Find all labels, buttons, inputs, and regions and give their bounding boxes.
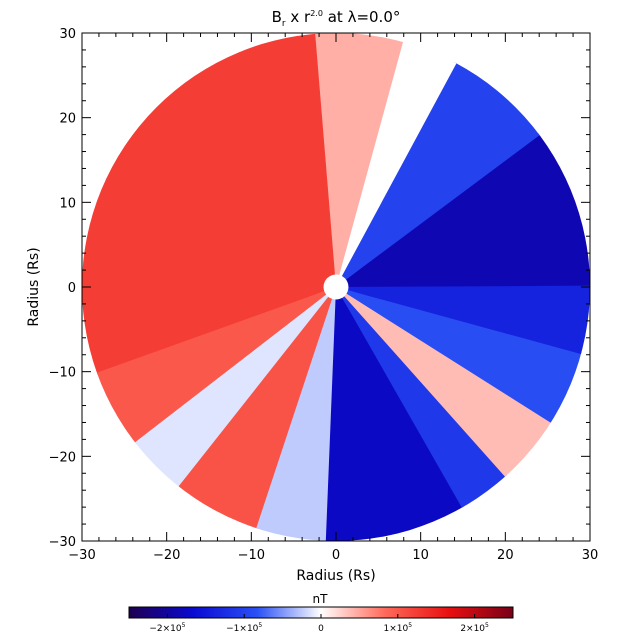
field-sector-6 (131, 287, 336, 492)
colorbar: nT −2×105 −1×105 0 1×105 2×105 (128, 592, 514, 634)
field-sector-10 (336, 287, 510, 512)
y-tick-label: −30 (49, 535, 76, 550)
x-tick-label: −30 (68, 548, 95, 563)
field-sector-5 (93, 287, 336, 447)
colorbar-tick-label: −1×105 (226, 622, 262, 634)
y-tick-label: 0 (68, 281, 76, 296)
y-tick-label: −10 (49, 366, 76, 381)
field-sector-7 (176, 287, 336, 533)
plot-area: −30 −20 −10 0 10 20 30 30 20 10 0 −10 −20 −30 (49, 27, 599, 563)
x-tick-label: −10 (238, 548, 265, 563)
colorbar-tick-label: 0 (318, 624, 324, 634)
x-tick-label: 10 (412, 548, 429, 563)
inner-boundary (323, 274, 349, 300)
y-tick-labels: 30 20 10 0 −10 −20 −30 (49, 27, 76, 550)
y-tick-label: 10 (59, 196, 76, 211)
field-sector-11 (336, 287, 556, 480)
field-sector-2 (336, 37, 459, 287)
y-tick-label: 20 (59, 112, 76, 127)
colorbar-label: nT (313, 592, 329, 606)
y-axis-label: Radius (Rs) (26, 247, 42, 326)
colorbar-ticks: −2×105 −1×105 0 1×105 2×105 (149, 614, 489, 634)
x-tick-label: 0 (332, 548, 340, 563)
colorbar-tick-label: 2×105 (460, 622, 489, 634)
field-sector-3 (312, 33, 405, 287)
x-tick-labels: −30 −20 −10 0 10 20 30 (68, 548, 598, 563)
field-sector-9 (325, 287, 467, 541)
field-sector-0 (336, 130, 590, 289)
field-sector-8 (254, 287, 336, 541)
x-tick-label: −20 (153, 548, 180, 563)
axis-ticks (81, 32, 591, 542)
y-tick-label: 30 (59, 27, 76, 42)
chart-title: Br x r2.0 at λ=0.0° (272, 8, 401, 29)
y-tick-label: −20 (49, 450, 76, 465)
x-tick-label: 30 (582, 548, 599, 563)
field-sector-13 (336, 285, 590, 356)
colorbar-tick-label: −2×105 (149, 622, 185, 634)
field-sector-1 (336, 58, 543, 287)
x-tick-label: 20 (497, 548, 514, 563)
field-sector-12 (336, 287, 586, 425)
colorbar-tick-label: 1×105 (384, 622, 413, 634)
x-axis-label: Radius (Rs) (296, 568, 375, 584)
